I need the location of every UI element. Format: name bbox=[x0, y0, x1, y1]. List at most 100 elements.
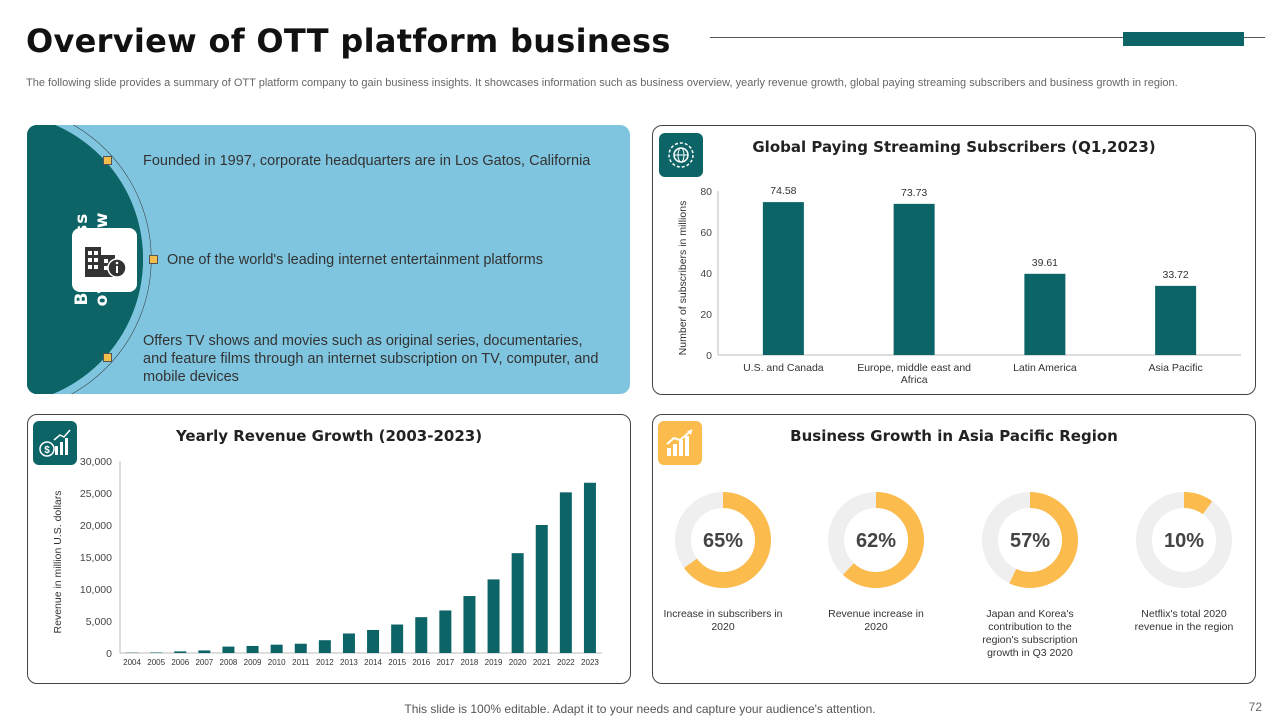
x-tick-label: 2010 bbox=[268, 658, 286, 667]
subscribers-chart-panel: Global Paying Streaming Subscribers (Q1,… bbox=[652, 125, 1256, 395]
page-subtitle: The following slide provides a summary o… bbox=[26, 77, 1178, 89]
bar bbox=[583, 482, 596, 653]
bullet-marker bbox=[103, 156, 112, 165]
y-tick-label: 0 bbox=[106, 648, 112, 660]
bullet-marker bbox=[103, 353, 112, 362]
donut-caption: Increase in subscribers in 2020 bbox=[663, 608, 783, 633]
x-tick-label: 2006 bbox=[171, 658, 189, 667]
donut-percent: 65% bbox=[703, 530, 743, 552]
x-tick-label: 2017 bbox=[436, 658, 454, 667]
x-tick-label: 2019 bbox=[485, 658, 503, 667]
y-tick-label: 25,000 bbox=[80, 488, 112, 500]
asia-pacific-growth-panel: Business Growth in Asia Pacific Region 6… bbox=[652, 414, 1256, 684]
asia-pacific-growth-title: Business Growth in Asia Pacific Region bbox=[790, 427, 1118, 445]
donut-caption: Revenue increase in 2020 bbox=[828, 608, 924, 633]
bar bbox=[270, 644, 283, 653]
x-tick-label: 2022 bbox=[557, 658, 575, 667]
bar bbox=[415, 617, 428, 653]
bar bbox=[559, 492, 572, 653]
title-divider bbox=[710, 37, 1265, 38]
data-label: 33.72 bbox=[1162, 269, 1188, 281]
data-label: 74.58 bbox=[770, 185, 796, 197]
revenue-y-axis-label: Revenue in million U.S. dollars bbox=[52, 491, 64, 634]
x-tick-label: 2013 bbox=[340, 658, 358, 667]
bar bbox=[150, 652, 163, 653]
globe-settings-icon bbox=[659, 133, 703, 177]
x-tick-label: 2020 bbox=[509, 658, 527, 667]
y-tick-label: 60 bbox=[700, 227, 712, 239]
business-overview-panel: Business overview Founded in 1997, corpo… bbox=[27, 125, 630, 394]
page-title: Overview of OTT platform business bbox=[26, 22, 671, 60]
x-tick-label: 2016 bbox=[412, 658, 430, 667]
donut-caption: Netflix's total 2020 revenue in the regi… bbox=[1134, 608, 1234, 633]
overview-point-founded: Founded in 1997, corporate headquarters … bbox=[143, 153, 591, 169]
x-tick-label: 2023 bbox=[581, 658, 599, 667]
x-tick-label: 2009 bbox=[244, 658, 262, 667]
donut-percent: 62% bbox=[856, 530, 896, 552]
bar bbox=[487, 579, 500, 653]
bar bbox=[511, 553, 524, 653]
revenue-bar-chart: Revenue in million U.S. dollars 0 5,000 10… bbox=[52, 456, 602, 667]
donut-value-arc bbox=[828, 492, 924, 588]
x-tick-label: Latin America bbox=[1013, 362, 1077, 374]
bar bbox=[1155, 285, 1197, 355]
subscribers-bar-chart: Number of subscribers in millions 0 20 40 6… bbox=[677, 185, 1241, 386]
x-tick-label: 2021 bbox=[533, 658, 551, 667]
bar bbox=[535, 525, 548, 653]
bar bbox=[439, 610, 452, 653]
donut-value-arc bbox=[675, 492, 771, 588]
bar bbox=[342, 633, 355, 653]
x-tick-label: 2015 bbox=[388, 658, 406, 667]
y-tick-label: 80 bbox=[700, 186, 712, 198]
bar bbox=[391, 624, 404, 653]
bullet-marker bbox=[149, 255, 158, 264]
x-tick-label: 2011 bbox=[292, 658, 310, 667]
x-tick-label: 2007 bbox=[195, 658, 213, 667]
bar bbox=[246, 645, 259, 653]
overview-point-leading: One of the world's leading internet ente… bbox=[167, 252, 543, 268]
svg-text:$: $ bbox=[44, 445, 50, 456]
bar bbox=[198, 650, 211, 653]
revenue-chart-title: Yearly Revenue Growth (2003-2023) bbox=[175, 427, 483, 445]
bar bbox=[367, 629, 380, 653]
bar bbox=[463, 596, 476, 653]
footer-note: This slide is 100% editable. Adapt it to… bbox=[404, 702, 876, 716]
bar bbox=[174, 651, 187, 653]
x-tick-label: 2012 bbox=[316, 658, 334, 667]
data-label: 39.61 bbox=[1032, 257, 1058, 269]
y-tick-label: 15,000 bbox=[80, 552, 112, 564]
donut-caption: Japan and Korea's contribution to the re… bbox=[982, 608, 1078, 659]
x-tick-label: 2004 bbox=[123, 658, 141, 667]
y-tick-label: 20,000 bbox=[80, 520, 112, 532]
bar bbox=[222, 646, 235, 653]
subscribers-y-axis-label: Number of subscribers in millions bbox=[677, 201, 689, 356]
y-tick-label: 10,000 bbox=[80, 584, 112, 596]
x-tick-label: Asia Pacific bbox=[1148, 362, 1202, 374]
bar bbox=[318, 640, 331, 653]
x-tick-label: U.S. and Canada bbox=[743, 362, 824, 374]
bar bbox=[294, 643, 307, 653]
y-tick-label: 0 bbox=[706, 350, 712, 362]
x-tick-label: 2018 bbox=[461, 658, 479, 667]
x-tick-label: 2014 bbox=[364, 658, 382, 667]
donut-charts: 65% 62% 57% 10% bbox=[675, 492, 1232, 588]
overview-point-offers: Offers TV shows and movies such as origi… bbox=[143, 333, 599, 385]
page-number: 72 bbox=[1248, 700, 1262, 714]
revenue-chart-panel: $ Yearly Revenue Growth (2003-2023) Reve… bbox=[27, 414, 631, 684]
data-label: 73.73 bbox=[901, 187, 927, 199]
money-growth-icon: $ bbox=[33, 421, 77, 465]
y-tick-label: 20 bbox=[700, 309, 712, 321]
y-tick-label: 40 bbox=[700, 268, 712, 280]
y-tick-label: 5,000 bbox=[86, 616, 112, 628]
bar bbox=[1024, 273, 1066, 355]
bar bbox=[762, 202, 804, 355]
donut-percent: 10% bbox=[1164, 530, 1204, 552]
title-accent-bar bbox=[1123, 32, 1244, 46]
bar bbox=[893, 203, 935, 355]
donut-percent: 57% bbox=[1010, 530, 1050, 552]
bar-growth-icon bbox=[658, 421, 702, 465]
x-tick-label: 2005 bbox=[147, 658, 165, 667]
x-tick-label: Europe, middle east and Africa bbox=[857, 362, 971, 386]
subscribers-chart-title: Global Paying Streaming Subscribers (Q1,… bbox=[752, 138, 1156, 156]
donut-value-arc bbox=[1136, 492, 1232, 588]
